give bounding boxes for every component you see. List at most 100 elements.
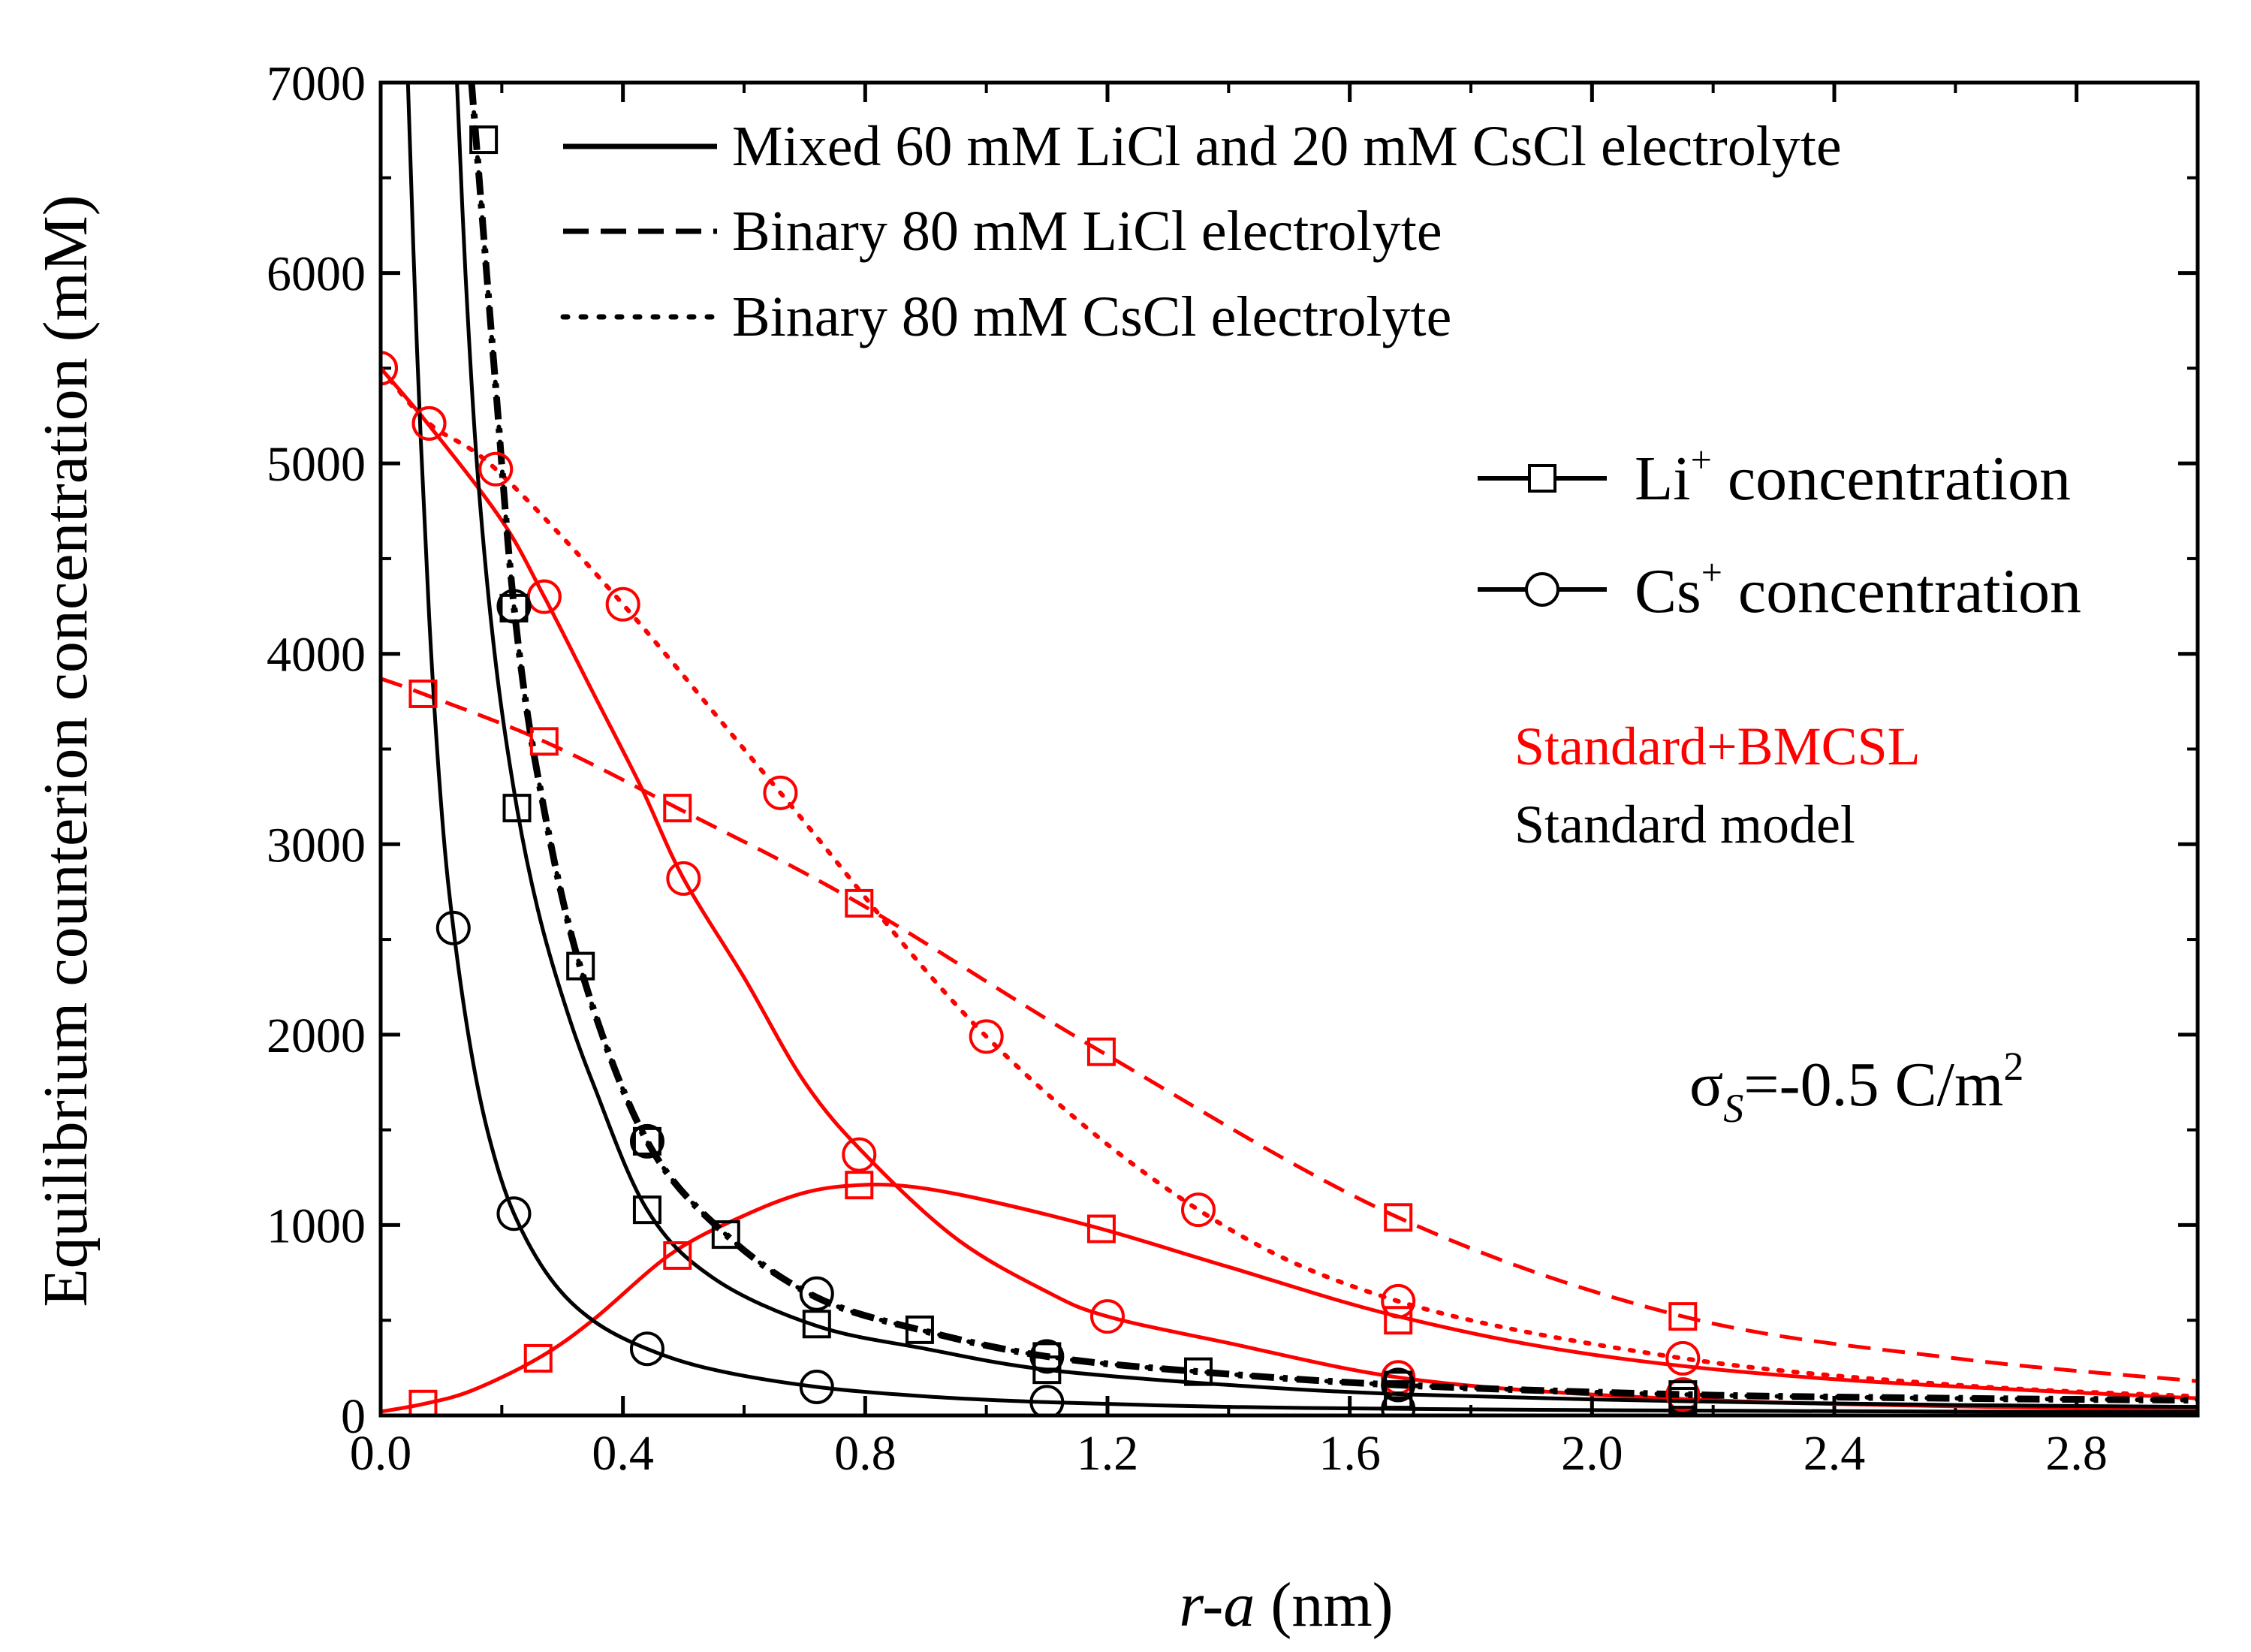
- series-line-0: [381, 1183, 2198, 1414]
- square-marker: [1086, 1214, 1116, 1244]
- square-marker: [566, 951, 595, 981]
- legend-li-ion: Li: [1635, 444, 1691, 514]
- surface-charge-annotation: σS=-0.5 C/m2: [1689, 1044, 2023, 1131]
- series-line-2: [381, 677, 2198, 1383]
- circle-marker: [435, 910, 471, 945]
- square-marker: [802, 1310, 831, 1339]
- legend-cs-label: Cs+ concentration: [1635, 551, 2081, 626]
- x-tick-label: 0.8: [834, 1426, 896, 1481]
- series-line-6: [468, 83, 2198, 1404]
- square-marker: [663, 794, 692, 823]
- x-axis-title-unit: (nm): [1255, 1570, 1393, 1640]
- x-tick-label: 1.2: [1077, 1426, 1139, 1481]
- circle-marker: [1381, 1391, 1416, 1415]
- sigma-symbol: σ: [1689, 1050, 1723, 1120]
- square-marker: [523, 1343, 553, 1373]
- series-lines: [381, 83, 2198, 1414]
- legend-square-icon: [1528, 464, 1556, 493]
- square-marker: [905, 1315, 934, 1344]
- square-marker: [1384, 1203, 1413, 1232]
- series-line-3: [381, 366, 2198, 1399]
- square-marker: [632, 1126, 661, 1156]
- legend-li-text: concentration: [1712, 444, 2071, 514]
- marker-legend: Li+ concentration Cs+ concentration: [1478, 439, 2081, 626]
- legend-cs-ion: Cs: [1635, 556, 1701, 626]
- legend-solid-label: Mixed 60 mM LiCl and 20 mM CsCl electrol…: [732, 115, 1842, 178]
- circle-marker: [629, 1331, 664, 1367]
- x-tick-label: 1.6: [1318, 1426, 1381, 1481]
- square-marker: [408, 1389, 438, 1415]
- legend-li-charge: +: [1691, 439, 1712, 481]
- circle-marker: [666, 861, 701, 896]
- circle-marker: [526, 579, 562, 614]
- legend-cs-text: concentration: [1722, 556, 2081, 626]
- x-axis-title-italic: r-a: [1179, 1570, 1255, 1640]
- square-marker: [469, 125, 499, 155]
- x-tick-label: 2.8: [2045, 1426, 2108, 1481]
- circle-marker: [605, 586, 640, 622]
- series-line-4: [455, 83, 2198, 1409]
- legend-dotted-label: Binary 80 mM CsCl electrolyte: [732, 285, 1451, 348]
- circle-marker: [842, 1137, 877, 1172]
- y-tick-label: 7000: [267, 56, 366, 111]
- square-marker: [845, 1171, 874, 1200]
- square-marker: [502, 794, 532, 823]
- legend-cs-charge: +: [1701, 551, 1722, 593]
- x-tick-label: 2.0: [1561, 1426, 1623, 1481]
- square-marker: [1032, 1342, 1062, 1371]
- legend-li-label: Li+ concentration: [1635, 439, 2071, 514]
- y-tick-label: 5000: [267, 437, 366, 492]
- sigma-subscript: S: [1723, 1086, 1743, 1131]
- square-marker: [408, 679, 438, 708]
- square-marker: [529, 727, 559, 756]
- y-tick-label: 4000: [267, 628, 366, 683]
- model-label-bmcsl: Standard+BMCSL: [1514, 716, 1921, 776]
- circle-marker: [1665, 1377, 1701, 1412]
- circle-marker: [1181, 1192, 1216, 1228]
- square-marker: [663, 1241, 692, 1270]
- circle-marker: [1665, 1340, 1701, 1376]
- square-marker: [1384, 1306, 1413, 1335]
- circle-marker: [496, 1196, 532, 1231]
- legend-dashed-label: Binary 80 mM LiCl electrolyte: [732, 200, 1442, 263]
- square-marker: [1668, 1380, 1698, 1409]
- y-axis-title: Equilibrium counterion concentration (mM…: [31, 194, 101, 1307]
- series-line-5: [405, 83, 2198, 1414]
- y-tick-label: 3000: [267, 818, 366, 873]
- square-marker: [845, 888, 874, 918]
- circle-marker: [799, 1369, 834, 1404]
- x-tick-label: 0.4: [592, 1426, 654, 1481]
- legend-circle-icon: [1525, 572, 1559, 607]
- circle-marker: [629, 1123, 664, 1159]
- circle-marker: [496, 589, 532, 624]
- circle-marker: [411, 405, 447, 441]
- square-marker: [1668, 1302, 1698, 1331]
- circle-marker: [799, 1276, 834, 1311]
- y-tick-label: 1000: [267, 1198, 366, 1253]
- circle-marker: [1029, 1339, 1065, 1374]
- axis-ticks: 0.0 0.4 0.8 1.2 1.6 2.0 2.4 2.8 0 1000 2000 3000 400…: [267, 56, 2198, 1481]
- circle-marker: [381, 351, 398, 386]
- model-label-standard: Standard model: [1514, 794, 1855, 855]
- y-tick-label: 0: [341, 1389, 366, 1444]
- circle-marker: [763, 775, 798, 810]
- circle-marker: [969, 1019, 1004, 1054]
- x-axis-title: r-a (nm): [1179, 1570, 1393, 1640]
- y-tick-label: 6000: [267, 247, 366, 302]
- x-tick-label: 2.4: [1804, 1426, 1866, 1481]
- circle-marker: [1090, 1299, 1125, 1334]
- y-tick-label: 2000: [267, 1008, 366, 1063]
- circle-marker: [1029, 1385, 1065, 1415]
- series-line-1: [381, 366, 2198, 1412]
- square-marker: [1384, 1370, 1413, 1400]
- circle-marker: [1381, 1367, 1416, 1403]
- plot-frame: [378, 80, 2200, 1418]
- unit-exponent: 2: [2003, 1044, 2023, 1089]
- linestyle-legend: Mixed 60 mM LiCl and 20 mM CsCl electrol…: [560, 115, 1842, 348]
- square-marker: [1184, 1357, 1213, 1386]
- circle-marker: [478, 451, 514, 487]
- circle-marker: [1381, 1283, 1416, 1319]
- square-marker: [711, 1220, 740, 1250]
- surface-charge-value: =-0.5 C/m: [1743, 1050, 2003, 1120]
